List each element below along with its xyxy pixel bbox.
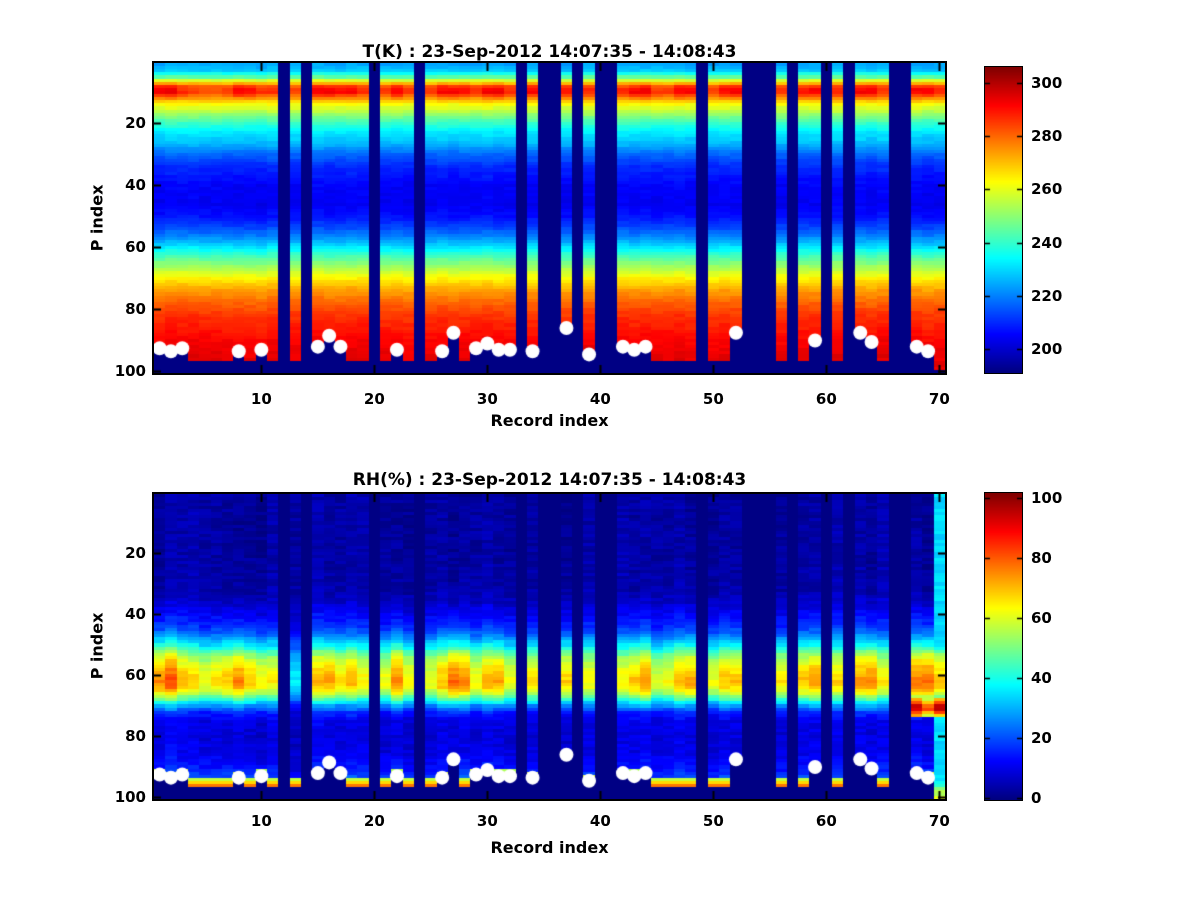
bottom-y-axis-label: P index [87, 612, 107, 680]
x-tick-label: 10 [250, 390, 272, 408]
x-tick-label: 60 [815, 390, 837, 408]
top-colorbar [984, 66, 1023, 374]
y-tick-label: 60 [125, 238, 146, 257]
top-heatmap-canvas [154, 63, 945, 373]
y-tick-label: 100 [114, 788, 146, 807]
x-tick-label: 20 [363, 390, 385, 408]
bottom-heatmap-axes [152, 492, 947, 801]
colorbar-tick-label: 100 [1031, 488, 1063, 507]
y-tick-label: 40 [125, 176, 146, 195]
colorbar-tick-label: 200 [1031, 340, 1063, 359]
bottom-chart-title: RH(%) : 23-Sep-2012 14:07:35 - 14:08:43 [352, 470, 747, 490]
x-tick-label: 70 [928, 812, 950, 830]
top-chart-title: T(K) : 23-Sep-2012 14:07:35 - 14:08:43 [362, 42, 737, 62]
colorbar-tick-label: 240 [1031, 233, 1063, 252]
y-tick-label: 20 [125, 114, 146, 133]
top-y-axis-label: P index [87, 184, 107, 252]
y-tick-label: 60 [125, 666, 146, 685]
y-tick-label: 40 [125, 605, 146, 624]
x-tick-label: 40 [589, 390, 611, 408]
y-tick-label: 80 [125, 300, 146, 319]
y-tick-label: 80 [125, 727, 146, 746]
x-tick-label: 30 [476, 390, 498, 408]
colorbar-tick-label: 260 [1031, 180, 1063, 199]
x-tick-label: 50 [702, 390, 724, 408]
bottom-colorbar-canvas [985, 493, 1022, 800]
x-tick-label: 60 [815, 812, 837, 830]
top-colorbar-canvas [985, 67, 1022, 373]
x-tick-label: 10 [250, 812, 272, 830]
colorbar-tick-label: 80 [1031, 548, 1052, 567]
colorbar-tick-label: 220 [1031, 286, 1063, 305]
bottom-x-axis-label: Record index [490, 838, 609, 857]
colorbar-tick-label: 280 [1031, 127, 1063, 146]
y-tick-label: 100 [114, 362, 146, 381]
x-tick-label: 20 [363, 812, 385, 830]
colorbar-tick-label: 60 [1031, 608, 1052, 627]
top-heatmap-axes [152, 61, 947, 375]
x-tick-label: 30 [476, 812, 498, 830]
colorbar-tick-label: 300 [1031, 73, 1063, 92]
top-x-axis-label: Record index [490, 411, 609, 430]
x-tick-label: 40 [589, 812, 611, 830]
colorbar-tick-label: 40 [1031, 669, 1052, 688]
x-tick-label: 50 [702, 812, 724, 830]
x-tick-label: 70 [928, 390, 950, 408]
colorbar-tick-label: 0 [1031, 789, 1042, 808]
colorbar-tick-label: 20 [1031, 729, 1052, 748]
y-tick-label: 20 [125, 544, 146, 563]
bottom-colorbar [984, 492, 1023, 801]
bottom-heatmap-canvas [154, 494, 945, 799]
